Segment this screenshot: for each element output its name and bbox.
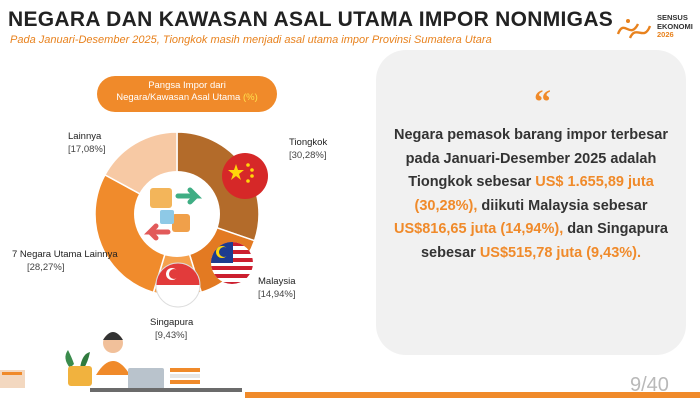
label-singapura-name: Singapura	[150, 317, 194, 328]
singapore-flag-icon	[155, 262, 201, 308]
summary-text-part1: Negara pemasok barang impor terbesar pad…	[394, 127, 668, 190]
pill-unit: (%)	[242, 92, 258, 103]
china-flag-icon	[222, 153, 268, 199]
chart-legend-pill: Pangsa Impor dari Negara/Kawasan Asal Ut…	[97, 76, 277, 112]
page-title: NEGARA DAN KAWASAN ASAL UTAMA IMPOR NONM…	[8, 8, 614, 31]
slice-label-tiongkok: Tiongkok [30,28%]	[289, 136, 327, 162]
label-malaysia-name: Malaysia	[258, 276, 296, 287]
pill-line1: Pangsa Impor dari	[148, 80, 226, 91]
import-boxes-icon	[143, 187, 203, 241]
footer-bar	[245, 392, 700, 398]
summary-highlight-malaysia: US$816,65 juta (14,94%),	[393, 221, 564, 237]
sensus-ekonomi-logo-icon	[616, 19, 652, 39]
slice-label-singapura: Singapura [9,43%]	[150, 316, 193, 342]
slice-label-lainnya: Lainnya [17,08%]	[68, 130, 106, 156]
pill-line2-text: Negara/Kawasan Asal Utama	[116, 92, 241, 103]
summary-panel	[376, 50, 686, 355]
slice-label-7-negara: 7 Negara Utama Lainnya [28,27%]	[12, 248, 118, 274]
page-subtitle: Pada Januari-Desember 2025, Tiongkok mas…	[10, 34, 492, 46]
slice-label-malaysia: Malaysia [14,94%]	[258, 275, 296, 301]
person-at-desk-illustration	[0, 332, 242, 392]
logo-line1: SENSUS	[657, 13, 688, 22]
logo-line2: EKONOMI	[657, 21, 693, 31]
label-7negara-value: [28,27%]	[27, 262, 65, 273]
summary-highlight-tiongkok: US$ 1.655,89 juta (30,28%),	[414, 174, 654, 214]
label-malaysia-value: [14,94%]	[258, 289, 296, 300]
logo-text: SENSUS EKONOMI 2026	[657, 13, 693, 40]
label-tiongkok-value: [30,28%]	[289, 150, 327, 161]
malaysia-flag-icon	[211, 242, 253, 284]
label-tiongkok-name: Tiongkok	[289, 137, 328, 148]
summary-highlight-singapura: US$515,78 juta (9,43%).	[479, 244, 642, 261]
label-7negara-name: 7 Negara Utama Lainnya	[12, 249, 118, 260]
label-lainnya-value: [17,08%]	[68, 144, 106, 155]
label-lainnya-name: Lainnya	[68, 131, 102, 142]
summary-text-part2: diikuti Malaysia sebesar	[477, 197, 648, 214]
quote-mark-icon: “	[534, 84, 551, 121]
pill-line2: Negara/Kawasan Asal Utama (%)	[107, 92, 267, 104]
page-number: 9/40	[630, 374, 669, 396]
logo-year: 2026	[657, 30, 674, 39]
summary-text: Negara pemasok barang impor terbesar pad…	[386, 124, 676, 265]
summary-text-part3: dan Singapura sebesar	[420, 221, 668, 261]
label-singapura-value: [9,43%]	[155, 330, 188, 341]
